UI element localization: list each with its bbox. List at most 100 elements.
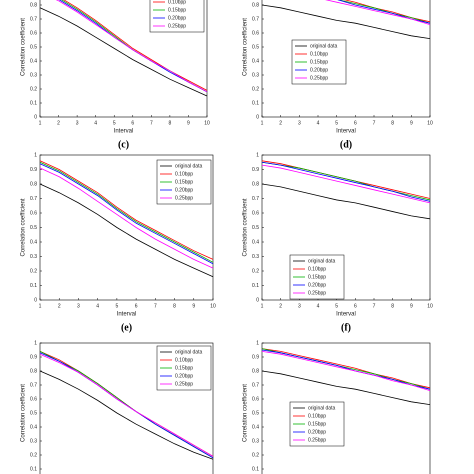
series-line [39,160,214,260]
y-tick-label: 0.8 [252,368,259,374]
x-tick-label: 10 [210,303,216,309]
legend-box [149,0,205,33]
x-tick-label: 1 [261,120,264,126]
y-tick-label: 1 [34,152,37,158]
legend-label: 0.20bpp [308,282,326,288]
legend-label: 0.25bpp [175,381,193,387]
legend-label: 0.10bpp [310,51,328,57]
x-tick-label: 5 [113,120,116,126]
panel-label: (e) [121,322,132,333]
x-tick-label: 1 [261,303,264,309]
y-tick-label: 0.3 [252,72,259,78]
y-tick-label: 0.2 [30,452,37,458]
y-tick-label: 0.9 [30,167,37,173]
x-tick-label: 5 [335,303,338,309]
legend-label: 0.10bpp [308,266,326,272]
plot-frame [261,154,431,301]
y-tick-label: 0.4 [252,58,259,64]
x-tick-label: 10 [204,120,210,126]
y-tick-label: 0.2 [30,86,37,92]
legend-label: 0.10bpp [168,0,186,5]
y-tick-label: 0.5 [30,410,37,416]
y-tick-label: 0.8 [30,2,37,8]
series-line [39,163,214,265]
y-tick-label: 0.4 [30,239,37,245]
series-line [63,0,208,91]
x-tick-label: 3 [76,120,79,126]
legend-label: 0.20bpp [310,67,328,73]
legend-label: 0.20bpp [175,187,193,193]
y-tick-label: 0.4 [30,424,37,430]
legend-label: original data [310,43,337,49]
legend-label: 0.25bpp [308,437,326,443]
y-tick-label: 0 [34,114,37,120]
y-tick-label: 0.7 [30,196,37,202]
series-line [343,0,431,23]
series-line [39,161,214,263]
x-tick-label: 6 [354,120,357,126]
x-tick-label: 7 [373,303,376,309]
series-line [55,0,208,93]
x-tick-label: 2 [57,120,60,126]
y-tick-label: 0.8 [252,181,259,187]
y-tick-label: 0.8 [30,368,37,374]
y-tick-label: 0.9 [30,354,37,360]
y-tick-label: 0.7 [30,382,37,388]
legend-label: 0.25bpp [308,290,326,296]
series-line [261,161,431,202]
y-tick-label: 0.6 [30,396,37,402]
y-tick-label: 0.9 [252,167,259,173]
legend-label: 0.25bpp [168,23,186,29]
y-axis-label: Correlation coefficient [243,198,249,256]
x-tick-label: 7 [373,120,376,126]
x-tick-label: 9 [192,303,195,309]
legend-label: original data [308,258,335,264]
y-tick-label: 0.5 [252,410,259,416]
series-line [261,351,431,391]
x-tick-label: 1 [39,303,42,309]
x-tick-label: 1 [39,120,42,126]
x-tick-label: 4 [96,303,99,309]
y-tick-label: 0.2 [252,86,259,92]
x-tick-label: 2 [279,303,282,309]
x-tick-label: 7 [150,120,153,126]
series-line [39,370,214,460]
y-tick-label: 0.3 [30,254,37,260]
legend-label: 0.20bpp [308,429,326,435]
legend-label: 0.15bpp [310,59,328,65]
y-tick-label: 0.6 [252,396,259,402]
series-line [337,0,431,24]
legend-label: 0.10bpp [175,171,193,177]
x-tick-label: 7 [154,303,157,309]
y-tick-label: 0 [256,114,259,120]
y-tick-label: 0.2 [252,452,259,458]
y-tick-label: 0.3 [30,72,37,78]
x-tick-label: 2 [279,120,282,126]
y-tick-label: 0.8 [252,2,259,8]
x-tick-label: 10 [427,303,433,309]
series-line [261,348,431,389]
series-line [39,167,214,269]
x-tick-label: 9 [410,120,413,126]
y-tick-label: 0.1 [30,466,37,472]
legend-label: 0.25bpp [175,195,193,201]
y-tick-label: 0.5 [252,44,259,50]
legend-label: original data [175,163,202,169]
y-tick-label: 0.5 [30,44,37,50]
y-tick-label: 0.4 [252,424,259,430]
y-tick-label: 0.1 [30,283,37,289]
legend-label: 0.15bpp [308,274,326,280]
x-axis-label: Interval [114,129,134,135]
y-tick-label: 0.7 [252,196,259,202]
legend-label: 0.15bpp [175,365,193,371]
y-tick-label: 0.9 [252,354,259,360]
x-tick-label: 8 [173,303,176,309]
x-tick-label: 3 [298,120,301,126]
legend-label: original data [175,349,202,355]
x-tick-label: 2 [58,303,61,309]
series-line [261,4,431,39]
y-tick-label: 0.2 [30,268,37,274]
legend-label: 0.15bpp [168,7,186,13]
legend-label: 0.20bpp [168,15,186,21]
panel-label: (d) [340,139,352,150]
